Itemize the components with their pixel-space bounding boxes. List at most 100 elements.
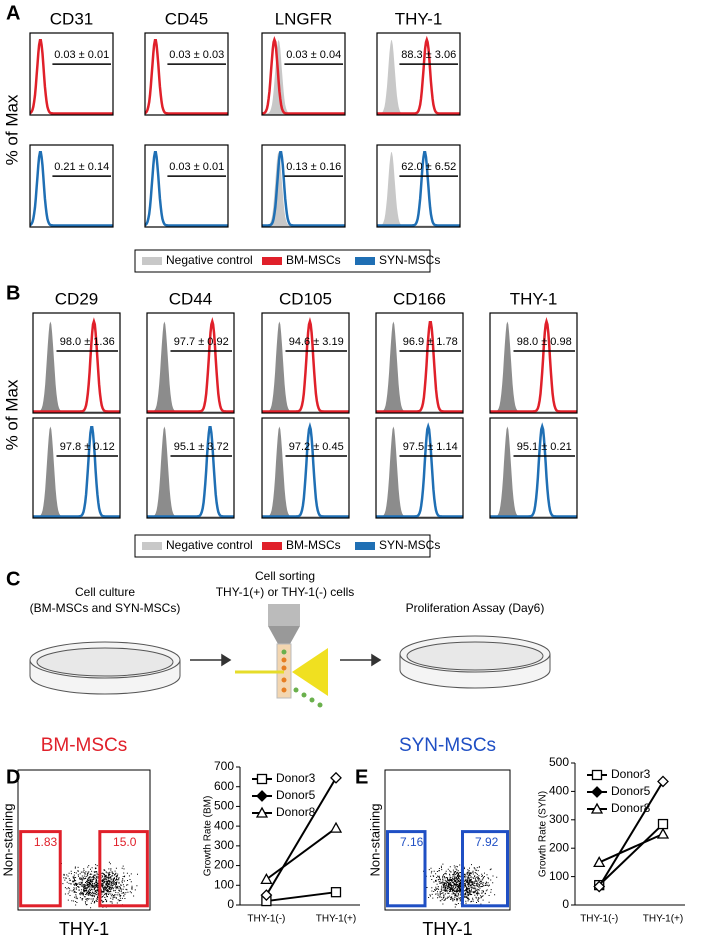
histogram bbox=[29, 39, 113, 115]
stat-label: 0.03 ± 0.03 bbox=[169, 49, 224, 61]
gate-value: 1.83 bbox=[34, 835, 58, 849]
stat-label: 0.03 ± 0.04 bbox=[286, 49, 341, 61]
y-label: % of Max bbox=[2, 94, 21, 165]
histogram bbox=[144, 151, 228, 227]
marker-title: LNGFR bbox=[275, 9, 333, 28]
marker-title: CD44 bbox=[169, 289, 212, 308]
stat-label: 97.8 ± 0.12 bbox=[60, 441, 115, 453]
plot-frame bbox=[29, 32, 114, 116]
y-tick-label: 700 bbox=[214, 759, 234, 773]
legend-label: Donor5 bbox=[276, 788, 316, 802]
negative-histogram bbox=[147, 426, 234, 518]
stat-label: 96.9 ± 1.78 bbox=[403, 336, 458, 348]
negative-histogram bbox=[377, 40, 460, 115]
legend-frame bbox=[134, 534, 431, 558]
gate bbox=[461, 830, 509, 908]
stat-label: 98.0 ± 0.98 bbox=[517, 336, 572, 348]
y-tick-label: 600 bbox=[214, 779, 234, 793]
panel-letter: B bbox=[6, 282, 20, 304]
gate bbox=[98, 830, 149, 908]
histogram bbox=[262, 422, 349, 518]
histogram bbox=[33, 425, 120, 518]
x-tick-label: THY-1(+) bbox=[643, 914, 683, 925]
histogram bbox=[147, 317, 234, 413]
legend-label: Donor5 bbox=[611, 784, 651, 798]
legend-frame bbox=[134, 249, 431, 273]
plot-frame bbox=[32, 312, 121, 414]
legend-label: BM-MSCs bbox=[286, 538, 341, 552]
series-line bbox=[598, 823, 664, 886]
marker-title: CD29 bbox=[55, 289, 98, 308]
legend-swatch bbox=[142, 542, 162, 550]
step-text: Cell sorting bbox=[255, 569, 315, 583]
legend-swatch bbox=[262, 257, 282, 265]
point bbox=[260, 873, 273, 885]
negative-histogram bbox=[147, 321, 234, 413]
negative-histogram bbox=[490, 321, 577, 413]
marker-title: THY-1 bbox=[395, 9, 443, 28]
marker-title: CD45 bbox=[165, 9, 208, 28]
cell-cloud bbox=[423, 861, 498, 908]
panel-title: SYN-MSCs bbox=[399, 735, 496, 756]
negative-histogram bbox=[490, 426, 577, 518]
legend-label: Negative control bbox=[166, 253, 253, 267]
stat-label: 97.2 ± 0.45 bbox=[289, 441, 344, 453]
plot-frame bbox=[144, 144, 229, 228]
y-tick-label: 500 bbox=[549, 755, 569, 769]
panel-title: BM-MSCs bbox=[41, 735, 128, 756]
step-text: (BM-MSCs and SYN-MSCs) bbox=[30, 601, 181, 615]
series-line bbox=[265, 827, 337, 881]
stat-label: 62.0 ± 6.52 bbox=[401, 161, 456, 173]
legend-marker bbox=[590, 802, 604, 814]
negative-histogram bbox=[377, 152, 460, 227]
plot-frame bbox=[261, 32, 346, 116]
histogram bbox=[261, 35, 345, 115]
negative-histogram bbox=[262, 321, 349, 413]
stat-label: 0.21 ± 0.14 bbox=[54, 161, 109, 173]
negative-histogram bbox=[33, 426, 120, 518]
legend-label: Donor8 bbox=[611, 801, 651, 815]
arrow bbox=[190, 653, 382, 667]
negative-histogram bbox=[376, 426, 463, 518]
histogram bbox=[377, 151, 460, 227]
gate bbox=[19, 830, 62, 908]
series-line bbox=[598, 780, 664, 888]
histogram bbox=[262, 317, 349, 413]
y-tick-label: 400 bbox=[549, 784, 569, 798]
negative-histogram bbox=[262, 39, 345, 116]
legend-marker bbox=[256, 773, 268, 785]
point bbox=[330, 771, 342, 784]
legend-marker bbox=[591, 769, 603, 781]
y-tick-label: 100 bbox=[214, 877, 234, 891]
x-label: THY-1 bbox=[59, 919, 109, 939]
dish bbox=[29, 641, 181, 695]
histogram bbox=[490, 317, 577, 413]
legend-swatch bbox=[142, 257, 162, 265]
negative-histogram bbox=[262, 426, 349, 518]
plot-frame bbox=[489, 417, 578, 519]
y-tick-label: 0 bbox=[562, 897, 569, 911]
legend-label: SYN-MSCs bbox=[379, 538, 440, 552]
y-label: Non-staining bbox=[367, 804, 382, 877]
legend-swatch bbox=[262, 542, 282, 550]
point bbox=[330, 887, 342, 898]
point bbox=[657, 775, 669, 788]
histogram bbox=[262, 151, 345, 227]
stat-label: 95.1 ± 3.72 bbox=[174, 441, 229, 453]
histogram bbox=[376, 320, 463, 413]
series-line bbox=[266, 891, 337, 903]
histogram bbox=[144, 39, 228, 115]
stat-label: 88.3 ± 3.06 bbox=[401, 49, 456, 61]
plot-frame bbox=[17, 769, 151, 911]
step-text: THY-1(+) or THY-1(-) cells bbox=[216, 585, 355, 599]
plot-frame bbox=[375, 417, 464, 519]
stat-label: 94.6 ± 3.19 bbox=[289, 336, 344, 348]
plot-frame bbox=[261, 312, 350, 414]
histogram bbox=[376, 422, 463, 518]
x-label: THY-1 bbox=[422, 919, 472, 939]
plot-frame bbox=[384, 769, 511, 911]
y-label: % of Max bbox=[2, 379, 21, 450]
y-label: Non-staining bbox=[0, 804, 15, 877]
stat-label: 95.1 ± 0.21 bbox=[517, 441, 572, 453]
